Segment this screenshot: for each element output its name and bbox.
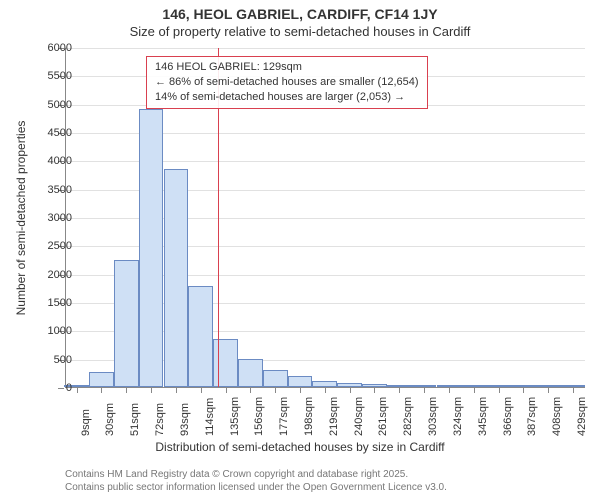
x-tick-label: 156sqm xyxy=(253,397,265,436)
x-tick xyxy=(300,387,301,393)
x-tick-label: 219sqm xyxy=(328,397,340,436)
y-tick-label: 2000 xyxy=(48,269,72,281)
y-tick-label: 5000 xyxy=(48,99,72,111)
x-tick xyxy=(151,387,152,393)
histogram-bar xyxy=(114,260,139,388)
histogram-bar xyxy=(213,339,238,387)
x-tick-label: 366sqm xyxy=(502,397,514,436)
x-tick-label: 30sqm xyxy=(104,403,116,436)
x-tick-label: 324sqm xyxy=(452,397,464,436)
y-tick-label: 3000 xyxy=(48,212,72,224)
x-tick-label: 240sqm xyxy=(353,397,365,436)
x-tick-label: 51sqm xyxy=(129,403,141,436)
grid-line xyxy=(66,48,585,49)
x-tick xyxy=(399,387,400,393)
x-tick-label: 135sqm xyxy=(229,397,241,436)
histogram-bar xyxy=(164,169,189,387)
x-tick-label: 114sqm xyxy=(204,398,216,436)
x-tick-label: 303sqm xyxy=(427,397,439,436)
x-tick-label: 408sqm xyxy=(551,397,563,436)
histogram-bar xyxy=(263,370,288,387)
y-axis-label: Number of semi-detached properties xyxy=(14,121,28,316)
x-tick xyxy=(226,387,227,393)
y-tick-label: 3500 xyxy=(48,184,72,196)
x-tick-label: 261sqm xyxy=(377,397,389,436)
chart-footer: Contains HM Land Registry data © Crown c… xyxy=(65,468,447,494)
x-tick xyxy=(325,387,326,393)
x-tick xyxy=(176,387,177,393)
x-tick xyxy=(374,387,375,393)
x-tick-label: 429sqm xyxy=(576,397,588,436)
x-tick xyxy=(449,387,450,393)
annotation-box: 146 HEOL GABRIEL: 129sqm ← 86% of semi-d… xyxy=(146,56,428,109)
x-tick-label: 198sqm xyxy=(303,397,315,436)
y-tick-label: 4000 xyxy=(48,155,72,167)
x-tick-label: 387sqm xyxy=(526,397,538,436)
x-tick xyxy=(250,387,251,393)
x-tick-label: 72sqm xyxy=(154,403,166,436)
annotation-line-2: ← 86% of semi-detached houses are smalle… xyxy=(155,75,419,90)
x-tick-label: 282sqm xyxy=(402,397,414,436)
histogram-bar xyxy=(238,359,263,387)
plot-area: 146 HEOL GABRIEL: 129sqm ← 86% of semi-d… xyxy=(65,48,585,388)
histogram-chart: 146, HEOL GABRIEL, CARDIFF, CF14 1JY Siz… xyxy=(0,0,600,500)
y-tick-label: 6000 xyxy=(48,42,72,54)
x-tick-label: 93sqm xyxy=(179,403,191,436)
histogram-bar xyxy=(188,286,213,387)
footer-line-1: Contains HM Land Registry data © Crown c… xyxy=(65,468,447,481)
annotation-line-3: 14% of semi-detached houses are larger (… xyxy=(155,90,419,105)
y-tick-label: 2500 xyxy=(48,240,72,252)
x-tick xyxy=(523,387,524,393)
y-tick-label: 0 xyxy=(66,382,72,394)
chart-subtitle: Size of property relative to semi-detach… xyxy=(0,24,600,39)
x-tick xyxy=(350,387,351,393)
x-tick xyxy=(499,387,500,393)
x-tick xyxy=(275,387,276,393)
annotation-line-1: 146 HEOL GABRIEL: 129sqm xyxy=(155,60,419,75)
x-tick xyxy=(548,387,549,393)
x-tick-label: 9sqm xyxy=(80,409,92,436)
x-tick xyxy=(126,387,127,393)
histogram-bar xyxy=(89,372,114,387)
x-tick-label: 345sqm xyxy=(477,397,489,436)
x-tick-label: 177sqm xyxy=(278,397,290,436)
y-tick-label: 4500 xyxy=(48,127,72,139)
x-tick xyxy=(424,387,425,393)
x-tick xyxy=(573,387,574,393)
x-tick xyxy=(77,387,78,393)
y-tick-label: 500 xyxy=(54,354,72,366)
footer-line-2: Contains public sector information licen… xyxy=(65,481,447,494)
x-tick xyxy=(201,387,202,393)
chart-title: 146, HEOL GABRIEL, CARDIFF, CF14 1JY xyxy=(0,6,600,22)
y-tick-label: 5500 xyxy=(48,70,72,82)
x-axis-label: Distribution of semi-detached houses by … xyxy=(0,440,600,454)
y-tick-label: 1500 xyxy=(48,297,72,309)
y-tick xyxy=(58,388,64,389)
x-tick xyxy=(474,387,475,393)
histogram-bar xyxy=(288,376,313,387)
y-tick-label: 1000 xyxy=(48,325,72,337)
x-tick xyxy=(101,387,102,393)
histogram-bar xyxy=(139,109,164,387)
